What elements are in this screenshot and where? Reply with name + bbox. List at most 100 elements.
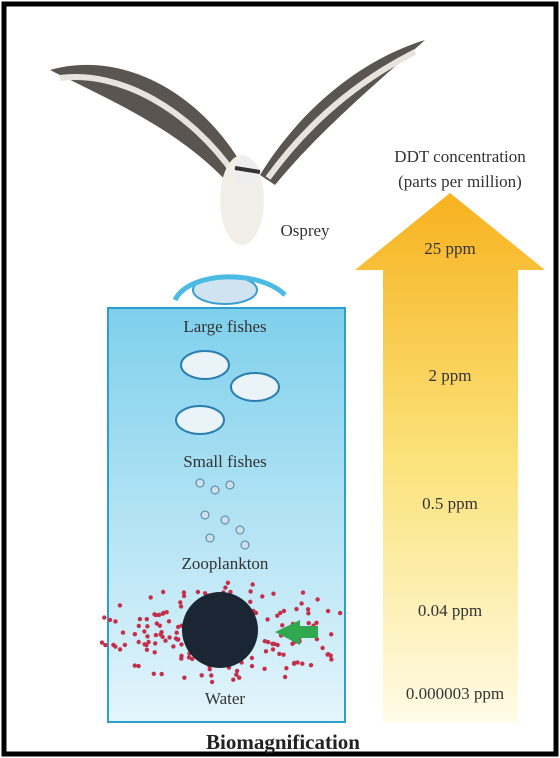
ddt-dot: [301, 590, 305, 594]
ddt-dot: [208, 667, 212, 671]
ddt-dot: [262, 667, 266, 671]
ddt-dot: [200, 673, 204, 677]
ddt-dot: [137, 624, 141, 628]
ddt-dot: [326, 609, 330, 613]
ddt-dot: [142, 629, 146, 633]
ddt-dot: [299, 601, 303, 605]
ddt-dot: [123, 643, 127, 647]
ddt-dot: [210, 680, 214, 684]
concentration-label: 0.000003 ppm: [406, 684, 504, 703]
ddt-dot: [326, 652, 330, 656]
ddt-dot: [320, 646, 324, 650]
ddt-dot: [292, 661, 296, 665]
organism-label: Small fishes: [183, 452, 267, 471]
header-line: DDT concentration: [394, 147, 526, 166]
ddt-dot: [250, 664, 254, 668]
ddt-dot: [209, 673, 213, 677]
ddt-dot: [306, 607, 310, 611]
ddt-dot: [137, 640, 141, 644]
ddt-dot: [307, 621, 311, 625]
ddt-dot: [250, 656, 254, 660]
ddt-dot: [284, 666, 288, 670]
ddt-dot: [113, 644, 117, 648]
ddt-dot: [306, 611, 310, 615]
ddt-dot: [280, 623, 284, 627]
ddt-dot: [315, 597, 319, 601]
ddt-dot: [176, 625, 180, 629]
ddt-dot: [178, 600, 182, 604]
ddt-dot: [118, 647, 122, 651]
header-line: (parts per million): [398, 172, 522, 191]
ddt-dot: [165, 610, 169, 614]
ddt-dot: [278, 611, 282, 615]
ddt-dot: [118, 603, 122, 607]
ddt-dot: [145, 634, 149, 638]
ddt-dot: [153, 650, 157, 654]
ddt-dot: [283, 675, 287, 679]
ddt-dot: [161, 612, 165, 616]
ddt-dot: [223, 585, 227, 589]
concentration-label: 0.04 ppm: [418, 601, 482, 620]
ddt-dot: [270, 642, 274, 646]
ddt-dot: [161, 590, 165, 594]
ddt-dot: [179, 656, 183, 660]
ddt-dot: [271, 592, 275, 596]
ddt-dot: [136, 664, 140, 668]
organism-label: Water: [205, 689, 245, 708]
ddt-dot: [113, 619, 117, 623]
ddt-dot: [160, 672, 164, 676]
ddt-dot: [294, 607, 298, 611]
ddt-dot: [121, 630, 125, 634]
ddt-dot: [133, 663, 137, 667]
ddt-dot: [146, 640, 150, 644]
ddt-dot: [158, 624, 162, 628]
organism-label: Zooplankton: [182, 554, 269, 573]
ddt-dot: [329, 657, 333, 661]
ddt-dot: [300, 662, 304, 666]
concentration-label: 0.5 ppm: [422, 494, 478, 513]
ddt-dot: [338, 611, 342, 615]
ddt-dot: [145, 624, 149, 628]
ddt-dot: [102, 615, 106, 619]
ddt-dot: [329, 632, 333, 636]
ddt-dot: [167, 619, 171, 623]
ddt-dot: [138, 617, 142, 621]
organism-label: Osprey: [280, 221, 330, 240]
ddt-dot: [175, 631, 179, 635]
ddt-dot: [152, 612, 156, 616]
concentration-label: 25 ppm: [424, 239, 475, 258]
ddt-dot: [248, 589, 252, 593]
ddt-dot: [309, 663, 313, 667]
ddt-dot: [264, 649, 268, 653]
ddt-dot: [265, 617, 269, 621]
ddt-dot: [235, 669, 239, 673]
ddt-dot: [145, 648, 149, 652]
ddt-dot: [281, 653, 285, 657]
title: Biomagnification: [206, 730, 360, 754]
ddt-dot: [133, 632, 137, 636]
ddt-dot: [277, 652, 281, 656]
ddt-dot: [167, 635, 171, 639]
concentration-arrow: [355, 193, 545, 722]
ddt-dot: [158, 632, 162, 636]
ddt-dot: [182, 676, 186, 680]
ddt-dot: [175, 637, 179, 641]
ddt-dot: [271, 647, 275, 651]
ddt-dot: [231, 678, 235, 682]
ddt-dot: [108, 618, 112, 622]
ddt-dot: [266, 640, 270, 644]
ddt-dot: [182, 590, 186, 594]
diagram: DDT concentration (parts per million) Os…: [0, 0, 560, 758]
organism-label: Large fishes: [183, 317, 266, 336]
ddt-dot: [196, 590, 200, 594]
ddt-dot: [100, 640, 104, 644]
ddt-dot: [179, 642, 183, 646]
ddt-dot: [152, 672, 156, 676]
ddt-dot: [314, 621, 318, 625]
ddt-dot: [248, 600, 252, 604]
ddt-dot: [149, 595, 153, 599]
ddt-dot: [179, 604, 183, 608]
plankton-sample: [182, 592, 258, 668]
ddt-dot: [145, 617, 149, 621]
concentration-label: 2 ppm: [429, 366, 472, 385]
